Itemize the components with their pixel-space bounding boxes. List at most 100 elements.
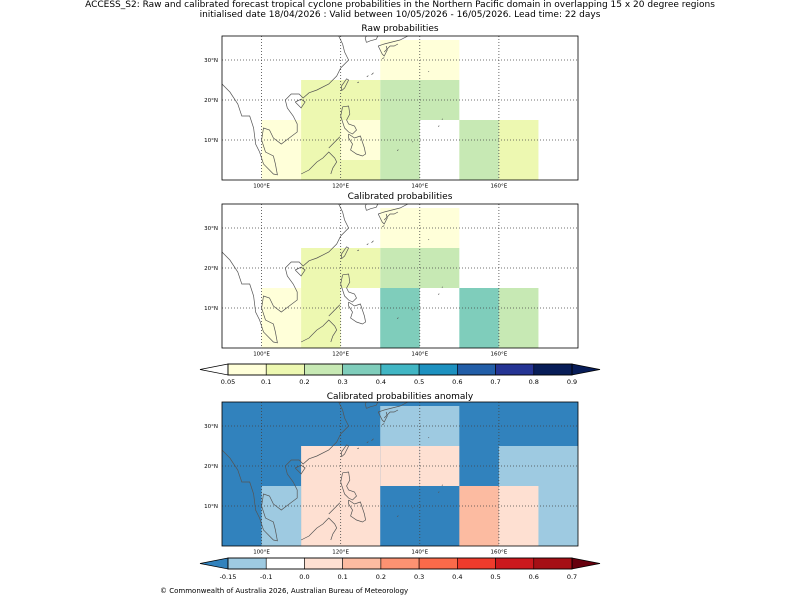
colorbar-segment xyxy=(380,363,420,376)
coastline xyxy=(300,517,338,541)
coastline xyxy=(348,133,366,157)
coastline xyxy=(341,246,350,260)
colorbar-segment xyxy=(533,363,573,376)
colorbar-tick-label: 0.05 xyxy=(221,378,235,386)
coastline xyxy=(371,438,374,442)
coastline xyxy=(366,441,369,444)
coastline xyxy=(441,484,443,486)
colorbar-segment xyxy=(533,557,573,570)
lon-tick-label: 120°E xyxy=(332,352,349,358)
coastline xyxy=(441,118,443,120)
panel-title-anomaly: Calibrated probabilities anomaly xyxy=(326,392,474,402)
colorbar-segment xyxy=(227,363,267,376)
colorbar-segment xyxy=(265,363,305,376)
colorbar-under-triangle xyxy=(199,557,229,570)
colorbar-tick-label: 0.4 xyxy=(376,378,386,386)
coastline xyxy=(371,72,374,76)
lat-tick-label: 10°N xyxy=(204,504,218,510)
coastline xyxy=(364,36,367,43)
colorbar-segment xyxy=(265,557,305,570)
map-panel-2: 100°E 120°E 140°E 160°E 10°N 20°N 30°N xyxy=(204,401,579,556)
coastline xyxy=(300,319,338,343)
colorbar-tick-label: 0.9 xyxy=(567,378,577,386)
map-frame xyxy=(221,35,579,181)
coastline xyxy=(364,204,367,211)
coastline xyxy=(366,75,369,78)
coastline xyxy=(382,57,385,60)
colorbar-over-triangle xyxy=(571,363,601,376)
coastline xyxy=(377,45,388,57)
colorbar-segment xyxy=(380,557,420,570)
lon-tick-label: 120°E xyxy=(332,184,349,190)
coastline-group xyxy=(222,36,443,176)
coastline xyxy=(378,36,409,47)
colorbar-segment xyxy=(457,363,496,376)
colorbar-segment xyxy=(342,557,382,570)
colorbar-tick-label: 0.6 xyxy=(452,378,462,386)
colorbar-under-triangle xyxy=(199,363,229,376)
colorbar-tick-label: 0.5 xyxy=(414,378,424,386)
lat-tick-label: 30°N xyxy=(204,226,218,232)
colorbar-tick-label: 0.8 xyxy=(529,378,539,386)
coastline xyxy=(366,402,379,409)
probability-cell xyxy=(459,288,499,348)
coastline xyxy=(383,43,399,53)
lon-tick-label: 140°E xyxy=(411,184,428,190)
probability-cell xyxy=(498,288,539,348)
coastline xyxy=(396,515,399,518)
colorbar-segment xyxy=(495,363,535,376)
lat-tick-label: 20°N xyxy=(204,266,218,272)
map-frame xyxy=(221,401,579,547)
colorbar-segment xyxy=(304,557,343,570)
anomaly-colorbar: -0.15 -0.1 0.0 0.1 0.2 0.3 0.4 0.5 0.6 0.7 xyxy=(199,557,601,581)
map-panel-0: 100°E 120°E 140°E 160°E 10°N 20°N 30°N xyxy=(204,35,579,190)
colorbar-frame xyxy=(227,557,573,570)
coastline xyxy=(378,402,409,413)
coastline xyxy=(438,491,440,493)
coastline xyxy=(383,211,399,221)
colorbar-tick-label: 0.5 xyxy=(490,573,500,581)
lon-tick-label: 100°E xyxy=(253,352,270,358)
coastline xyxy=(222,402,350,542)
coastline xyxy=(222,204,350,344)
coastline xyxy=(364,402,367,409)
coastline xyxy=(366,204,379,211)
probability-cell xyxy=(498,120,539,180)
coastline xyxy=(348,499,366,523)
coastline xyxy=(328,502,341,515)
probability-cell xyxy=(459,486,499,546)
colorbar-segment xyxy=(457,557,496,570)
colorbar-tick-label: 0.1 xyxy=(337,573,347,581)
lon-tick-label: 160°E xyxy=(491,352,508,358)
probability-cell xyxy=(380,288,420,348)
coastline xyxy=(377,411,388,423)
coastline-group xyxy=(222,402,443,542)
colorbar-tick-label: 0.3 xyxy=(337,378,347,386)
coastline xyxy=(396,149,399,152)
colorbar-segment xyxy=(304,363,343,376)
coastline xyxy=(300,151,338,175)
coastline xyxy=(294,464,306,475)
probability-cell xyxy=(340,160,381,180)
coastline xyxy=(441,286,443,288)
coastline xyxy=(294,98,306,109)
probability-cell xyxy=(301,288,341,348)
coastline xyxy=(378,204,409,215)
lat-tick-label: 30°N xyxy=(204,58,218,64)
colorbar-tick-label: 0.3 xyxy=(414,573,424,581)
probability-cell xyxy=(261,486,302,546)
figure-title-line2: initialised date 18/04/2026 : Valid betw… xyxy=(199,10,601,20)
map-panel-1: 100°E 120°E 140°E 160°E 10°N 20°N 30°N xyxy=(204,203,579,358)
colorbar-tick-label: -0.1 xyxy=(260,573,273,581)
copyright-footer: © Commonwealth of Australia 2026, Austra… xyxy=(160,587,409,595)
coastline xyxy=(438,293,440,295)
coastline xyxy=(357,249,360,252)
coastline xyxy=(340,471,357,501)
lat-tick-label: 20°N xyxy=(204,98,218,104)
map-frame xyxy=(221,203,579,349)
lon-tick-label: 160°E xyxy=(491,184,508,190)
coastline xyxy=(366,36,379,43)
lon-tick-label: 140°E xyxy=(411,550,428,556)
coastline xyxy=(366,243,369,246)
